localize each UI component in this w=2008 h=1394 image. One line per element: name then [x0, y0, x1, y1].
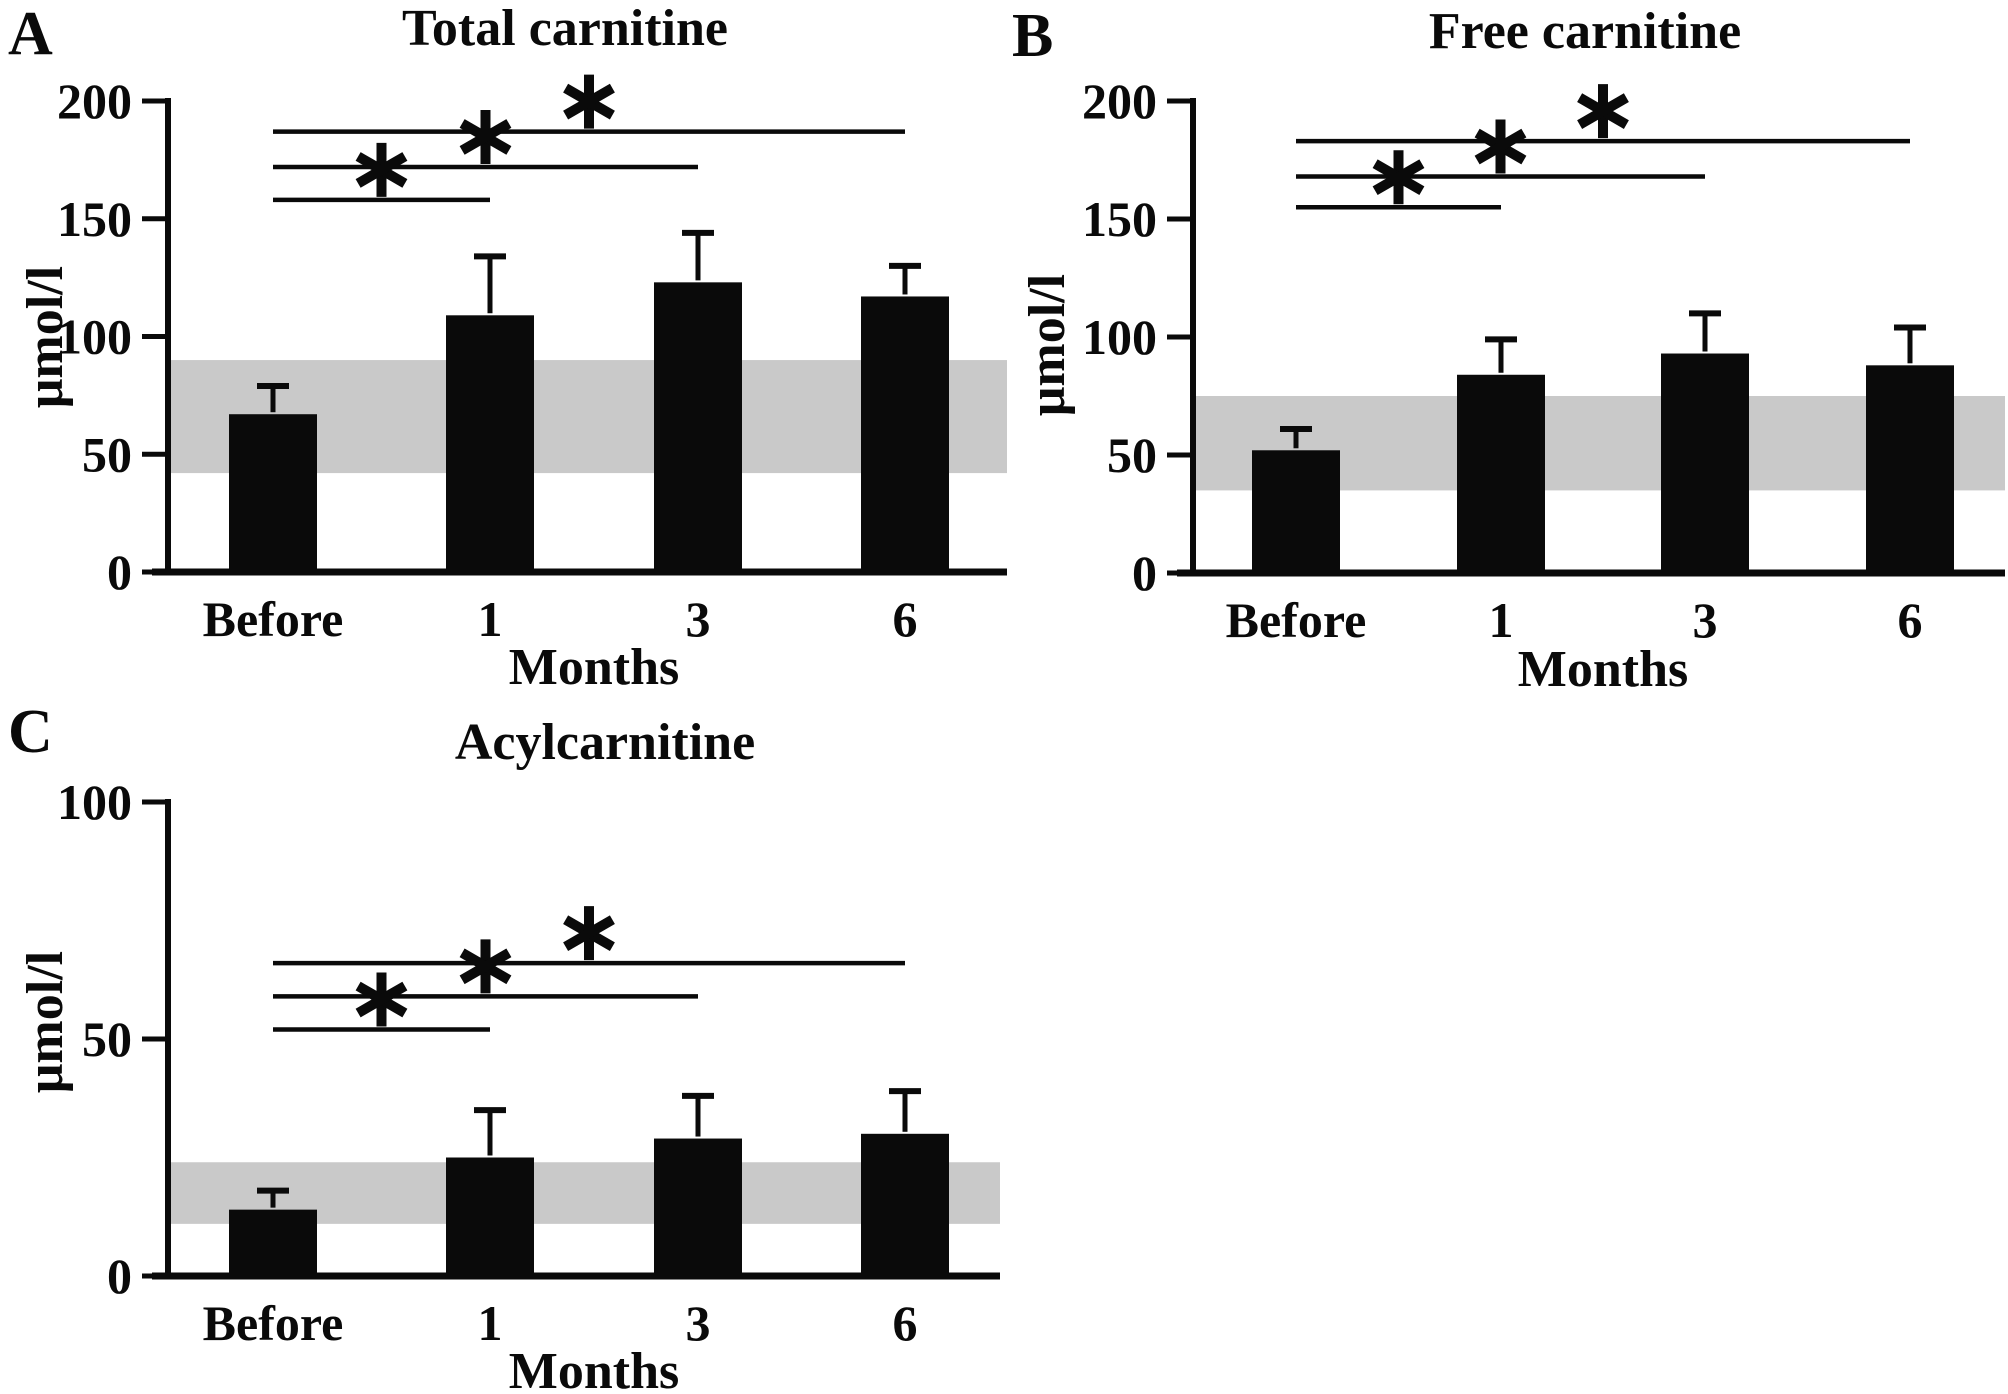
- asterisk-spoke: [355, 152, 408, 188]
- x-category-label: 3: [686, 1295, 711, 1351]
- panel-letter: B: [1012, 2, 1053, 70]
- panel-a: 0 50 100 150 200 Before 1 3 6 Months μmol/l A Total …: [8, 0, 1007, 696]
- bar-3: [654, 282, 742, 572]
- panel-c: 0 50 100 Before 1 3 6 Months μmol/l C Acylcarnitin…: [8, 698, 1000, 1394]
- bar-6: [861, 1133, 949, 1276]
- significance-asterisk: [459, 109, 512, 164]
- asterisk-spoke: [459, 119, 512, 155]
- y-axis-title: μmol/l: [17, 951, 74, 1093]
- bar-6: [1866, 365, 1954, 573]
- bar-before: [1252, 450, 1340, 573]
- bar-6: [861, 296, 949, 572]
- panel-letter: C: [8, 698, 53, 766]
- y-tick-label: 0: [1132, 545, 1157, 601]
- y-tick-label: 100: [57, 774, 132, 830]
- y-tick-label: 200: [1082, 73, 1157, 129]
- y-tick-label: 150: [57, 191, 132, 247]
- bar-3: [1661, 353, 1749, 573]
- panel-title: Free carnitine: [1429, 3, 1741, 60]
- y-tick-label: 0: [107, 1248, 132, 1304]
- y-axis-title: μmol/l: [1019, 274, 1076, 416]
- panel-b: 0 50 100 150 200 Before 1 3 6 Months μmol/l B Free c…: [1012, 2, 2005, 698]
- x-category-label: 1: [1489, 592, 1514, 648]
- y-tick-label: 50: [82, 1011, 132, 1067]
- asterisk-spoke: [355, 981, 408, 1018]
- bar-before: [229, 414, 317, 572]
- y-axis-title: μmol/l: [17, 266, 74, 408]
- significance-asterisk: [1577, 84, 1629, 139]
- panel-title: Acylcarnitine: [455, 714, 755, 771]
- y-tick-label: 200: [57, 73, 132, 129]
- bar-1: [1457, 374, 1545, 573]
- panel-title: Total carnitine: [402, 0, 728, 57]
- asterisk-spoke: [1577, 93, 1629, 129]
- significance-asterisk: [1474, 119, 1527, 174]
- asterisk-spoke: [563, 83, 615, 120]
- panel-letter: A: [8, 0, 53, 68]
- y-tick-label: 150: [1082, 191, 1157, 247]
- x-category-label: Before: [203, 591, 344, 647]
- significance-asterisk: [459, 939, 512, 994]
- y-tick-label: 0: [107, 544, 132, 600]
- bar-3: [654, 1138, 742, 1276]
- asterisk-spoke: [563, 915, 615, 951]
- x-category-label: 3: [686, 591, 711, 647]
- bar-1: [446, 315, 534, 572]
- significance-asterisk: [355, 972, 408, 1027]
- x-category-label: Before: [1226, 592, 1367, 648]
- x-category-label: 6: [893, 1295, 918, 1351]
- y-tick-label: 100: [1082, 309, 1157, 365]
- asterisk-spoke: [459, 948, 512, 985]
- x-category-label: 3: [1693, 592, 1718, 648]
- asterisk-spoke: [1474, 128, 1527, 165]
- y-tick-label: 50: [1107, 427, 1157, 483]
- x-category-label: 1: [478, 1295, 503, 1351]
- x-axis-title: Months: [1518, 641, 1688, 698]
- x-category-label: 6: [1898, 592, 1923, 648]
- y-tick-label: 100: [57, 309, 132, 365]
- x-axis-title: Months: [509, 1343, 679, 1394]
- significance-asterisk: [355, 142, 408, 197]
- x-category-label: 1: [478, 591, 503, 647]
- x-category-label: 6: [893, 591, 918, 647]
- significance-asterisk: [563, 906, 615, 961]
- y-tick-label: 50: [82, 426, 132, 482]
- bar-before: [229, 1209, 317, 1276]
- x-axis-title: Months: [509, 639, 679, 696]
- bar-1: [446, 1157, 534, 1276]
- x-category-label: Before: [203, 1295, 344, 1351]
- significance-asterisk: [563, 74, 615, 129]
